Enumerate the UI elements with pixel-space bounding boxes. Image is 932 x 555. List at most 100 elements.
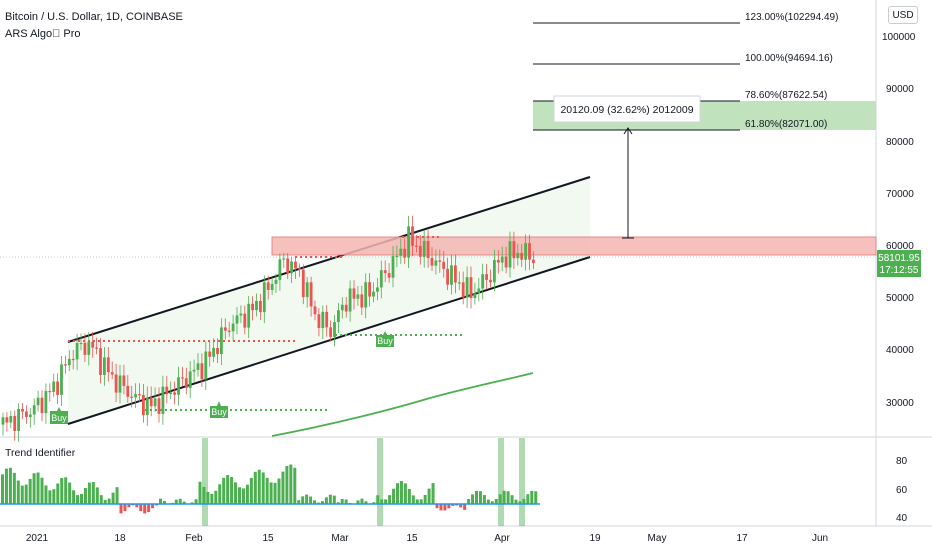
candle-body[interactable] [95, 348, 98, 349]
candle-body[interactable] [267, 282, 270, 290]
candle-body[interactable] [169, 392, 172, 394]
candle-body[interactable] [509, 241, 512, 267]
candle-body[interactable] [111, 372, 114, 374]
candle-body[interactable] [158, 398, 161, 414]
candle-body[interactable] [380, 270, 383, 287]
oscillator-pane[interactable] [0, 438, 876, 526]
candle-body[interactable] [318, 314, 321, 328]
candle-body[interactable] [142, 395, 145, 415]
candle-body[interactable] [185, 378, 188, 388]
candle-body[interactable] [247, 304, 250, 328]
candle-body[interactable] [501, 256, 504, 262]
candle-body[interactable] [399, 249, 402, 256]
candle-body[interactable] [13, 416, 16, 431]
candle-body[interactable] [470, 277, 473, 298]
candle-body[interactable] [481, 274, 484, 288]
candle-body[interactable] [130, 397, 133, 398]
candle-body[interactable] [298, 268, 301, 269]
candle-body[interactable] [162, 387, 165, 414]
candle-body[interactable] [302, 270, 305, 297]
candle-body[interactable] [485, 274, 488, 280]
candle-body[interactable] [466, 277, 469, 297]
candle-body[interactable] [119, 375, 122, 392]
candle-body[interactable] [165, 387, 168, 394]
candle-body[interactable] [72, 359, 75, 360]
indicator-name[interactable]: ARS Algo  Pro [5, 28, 81, 40]
candle-body[interactable] [17, 409, 20, 431]
candle-body[interactable] [279, 259, 282, 280]
candle-body[interactable] [251, 304, 254, 310]
candle-body[interactable] [376, 287, 379, 291]
candle-body[interactable] [216, 348, 219, 354]
candle-body[interactable] [345, 305, 348, 312]
candle-body[interactable] [220, 327, 223, 354]
candle-body[interactable] [263, 282, 266, 312]
candle-body[interactable] [21, 409, 24, 412]
candle-body[interactable] [107, 357, 110, 372]
candle-body[interactable] [477, 288, 480, 293]
candle-body[interactable] [520, 253, 523, 260]
candle-body[interactable] [76, 343, 79, 359]
candle-body[interactable] [181, 377, 184, 378]
candle-body[interactable] [41, 398, 44, 413]
time-axis[interactable]: 2021 18 Feb 15 Mar 15 Apr 19 May 17 Jun [26, 533, 828, 544]
candle-body[interactable] [349, 288, 352, 311]
candle-body[interactable] [450, 265, 453, 284]
candle-body[interactable] [228, 331, 231, 332]
candle-body[interactable] [255, 301, 258, 310]
candle-body[interactable] [454, 265, 457, 282]
candle-body[interactable] [60, 364, 63, 395]
candle-body[interactable] [177, 377, 180, 394]
candle-body[interactable] [2, 417, 5, 424]
candle-body[interactable] [431, 258, 434, 266]
candle-body[interactable] [388, 273, 391, 278]
price-scale[interactable]: 100000 90000 80000 70000 60000 50000 400… [882, 32, 916, 409]
candle-body[interactable] [64, 364, 67, 365]
candle-body[interactable] [435, 260, 438, 265]
candle-body[interactable] [52, 382, 55, 392]
candle-body[interactable] [438, 260, 441, 261]
candle-body[interactable] [474, 293, 477, 298]
candle-body[interactable] [513, 241, 516, 258]
candle-body[interactable] [37, 398, 40, 406]
candle-body[interactable] [364, 282, 367, 307]
candle-body[interactable] [259, 301, 262, 312]
candle-body[interactable] [419, 246, 422, 257]
candle-body[interactable] [84, 343, 87, 355]
candle-body[interactable] [271, 284, 274, 290]
candle-body[interactable] [212, 348, 215, 357]
candle-body[interactable] [9, 416, 12, 422]
candle-body[interactable] [458, 282, 461, 283]
candle-body[interactable] [138, 394, 141, 395]
candle-body[interactable] [357, 294, 360, 298]
candle-body[interactable] [294, 262, 297, 269]
candle-body[interactable] [68, 359, 71, 365]
candle-body[interactable] [516, 253, 519, 258]
resistance-zone[interactable] [272, 237, 876, 255]
candle-body[interactable] [236, 315, 239, 323]
candle-body[interactable] [314, 306, 317, 314]
candle-body[interactable] [446, 269, 449, 285]
candle-body[interactable] [384, 270, 387, 273]
candle-body[interactable] [99, 348, 102, 375]
candle-body[interactable] [353, 288, 356, 298]
candle-body[interactable] [337, 310, 340, 322]
currency-button[interactable]: USD [888, 6, 918, 24]
candle-body[interactable] [232, 324, 235, 332]
candle-body[interactable] [80, 343, 83, 344]
candle-body[interactable] [33, 405, 36, 414]
candle-body[interactable] [333, 322, 336, 337]
candle-body[interactable] [29, 415, 32, 418]
candle-body[interactable] [275, 280, 278, 284]
candle-body[interactable] [123, 375, 126, 385]
candle-body[interactable] [48, 391, 51, 392]
candle-body[interactable] [6, 417, 9, 422]
candle-body[interactable] [505, 256, 508, 267]
candle-body[interactable] [134, 394, 137, 397]
candle-body[interactable] [282, 258, 285, 259]
candle-body[interactable] [290, 262, 293, 274]
candle-body[interactable] [189, 371, 192, 388]
candle-body[interactable] [310, 282, 313, 306]
candle-body[interactable] [224, 327, 227, 330]
candle-body[interactable] [45, 391, 48, 413]
